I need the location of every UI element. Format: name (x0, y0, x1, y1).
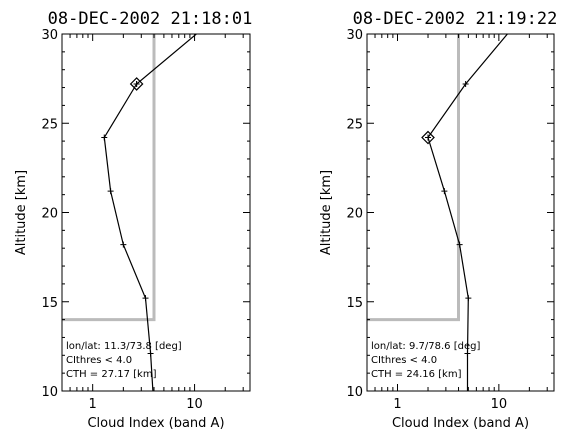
y-tick-label: 10 (346, 385, 363, 400)
y-tick-label: 25 (346, 117, 363, 132)
threshold-line (367, 34, 460, 322)
y-axis-label: Altitude [km] (14, 170, 29, 255)
cloud-top-marker-cross (425, 134, 432, 141)
annotation-text: CTH = 27.17 [km] (66, 369, 157, 380)
chart-panel-2: 08-DEC-2002 21:19:22 10 15 20 25 30 1 10 Cloud I… (319, 9, 557, 431)
y-tick-label: 30 (346, 28, 363, 43)
data-point-marker (465, 295, 472, 302)
threshold-line (62, 34, 156, 322)
plot-frame (366, 33, 555, 392)
x-axis-label: Cloud Index (band A) (392, 416, 529, 431)
cloud-top-marker (421, 130, 435, 145)
y-axis-label: Altitude [km] (319, 170, 334, 255)
y-tick-label: 30 (41, 28, 58, 43)
y-tick-label: 20 (346, 207, 363, 222)
y-tick-label: 25 (41, 117, 58, 132)
data-point-marker (456, 241, 463, 248)
data-point-marker (147, 350, 154, 357)
x-tick-label: 10 (186, 397, 203, 412)
cloud-top-marker (129, 77, 144, 91)
y-tick-label: 15 (41, 296, 58, 311)
cloud-top-marker-cross (133, 80, 140, 87)
annotation-text: lon/lat: 9.7/78.6 [deg] (371, 341, 480, 352)
data-point-marker (107, 188, 114, 195)
data-point-marker (120, 241, 127, 248)
data-point-marker (101, 134, 108, 141)
x-tick-label: 1 (89, 397, 97, 412)
chart-title: 08-DEC-2002 21:18:01 (48, 9, 253, 29)
chart-title: 08-DEC-2002 21:19:22 (353, 9, 558, 29)
data-point-marker (441, 188, 448, 195)
y-tick-label: 20 (41, 207, 58, 222)
annotation-text: CIthres < 4.0 (66, 355, 132, 366)
annotation-text: CTH = 24.16 [km] (371, 369, 462, 380)
chart-panel-1: 08-DEC-2002 21:18:01 10 15 20 25 30 1 10 Cloud I… (14, 9, 252, 431)
series-line (427, 34, 509, 391)
series-line (103, 34, 198, 391)
annotation-text: lon/lat: 11.3/73.8 [deg] (66, 341, 182, 352)
x-tick-label: 10 (491, 397, 508, 412)
x-axis-label: Cloud Index (band A) (87, 416, 224, 431)
annotation-text: CIthres < 4.0 (371, 355, 437, 366)
plot-frame (61, 33, 251, 392)
y-tick-label: 15 (346, 296, 363, 311)
data-point-marker (142, 295, 149, 302)
x-tick-label: 1 (393, 397, 401, 412)
y-tick-label: 10 (41, 385, 58, 400)
data-point-marker (464, 350, 471, 357)
data-point-marker (462, 80, 469, 87)
